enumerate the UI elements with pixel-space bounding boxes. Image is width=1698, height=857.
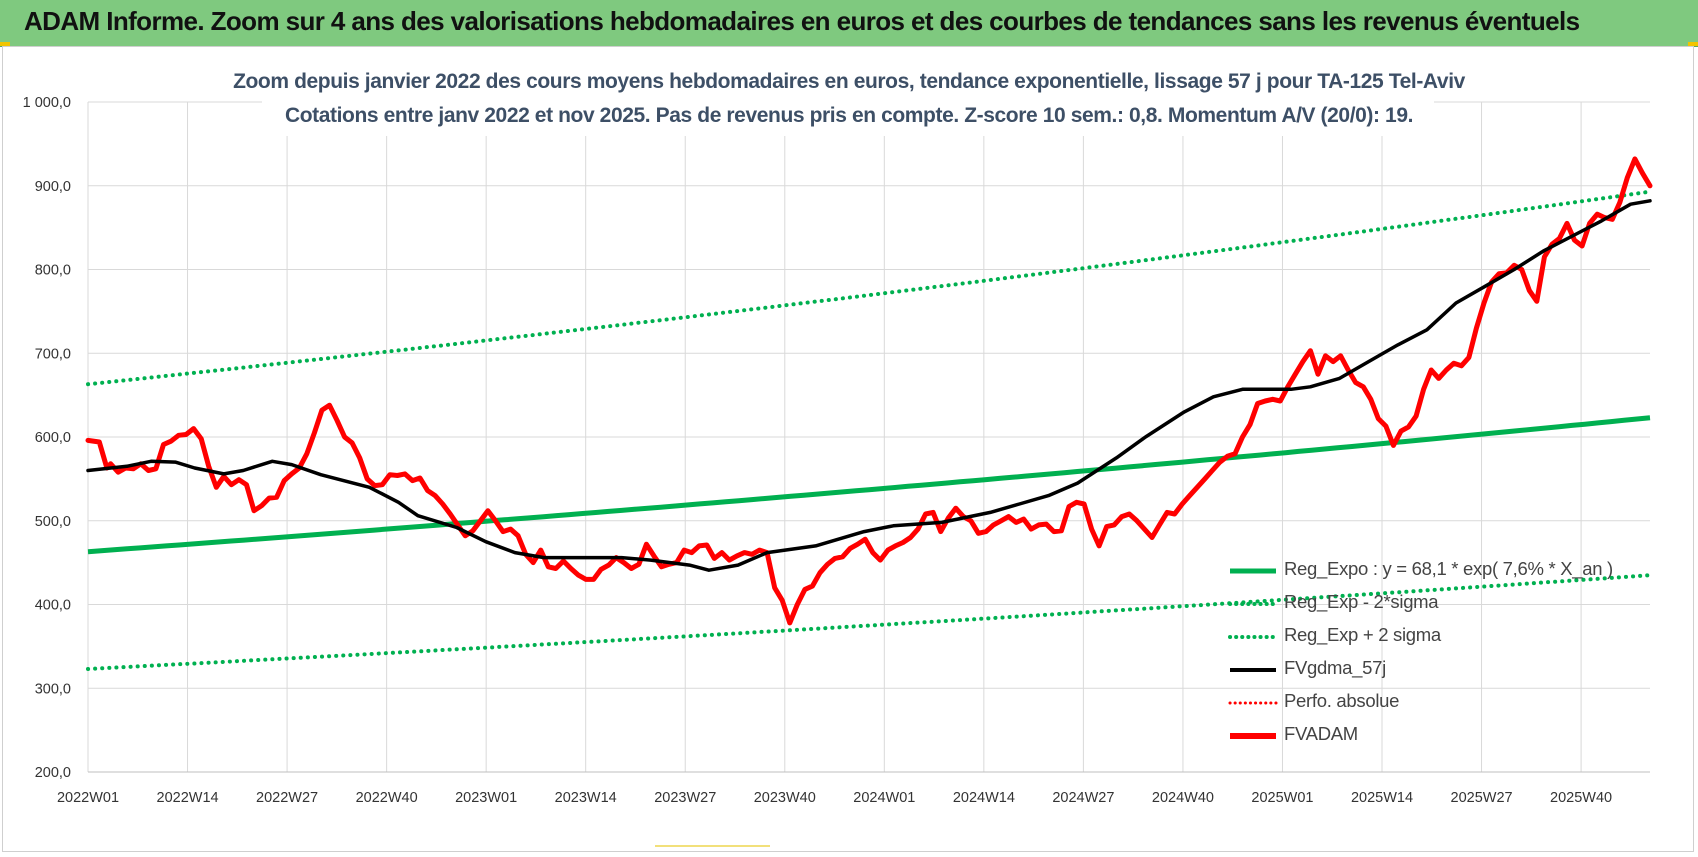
- y-tick-label: 500,0: [35, 514, 71, 530]
- y-tick-label: 1 000,0: [23, 95, 71, 111]
- series-line-reg-exp-minus: [86, 573, 1652, 671]
- legend-label-perfo: Perfo. absolue: [1284, 690, 1400, 711]
- y-axis-ticks: 200,0 300,0 400,0 500,0 600,0 700,0 800,0 900,0…: [23, 95, 71, 781]
- legend-item-perfo: Perfo. absolue: [1228, 688, 1688, 721]
- y-tick-label: 700,0: [35, 346, 71, 362]
- title-background: [262, 66, 1434, 136]
- legend-item-reg-expo: Reg_Expo : y = 68,1 * exp( 7,6% * X_an ): [1228, 556, 1688, 589]
- y-tick-label: 400,0: [35, 598, 71, 614]
- legend-label-fvadam: FVADAM: [1284, 723, 1358, 744]
- banner-title: ADAM Informe. Zoom sur 4 ans des valoris…: [24, 6, 1580, 36]
- x-tick-label: 2022W40: [356, 790, 418, 806]
- legend-swatch-reg-expo: [1230, 568, 1276, 574]
- legend-swatch-perfo: [1228, 701, 1278, 705]
- legend-item-fvgdma: FVgdma_57j: [1228, 655, 1688, 688]
- x-tick-label: 2024W14: [953, 790, 1015, 806]
- x-tick-label: 2025W14: [1351, 790, 1413, 806]
- chart-title-line1: Zoom depuis janvier 2022 des cours moyen…: [233, 70, 1465, 93]
- legend-swatch-reg-exp-minus: [1228, 602, 1278, 606]
- banner: ADAM Informe. Zoom sur 4 ans des valoris…: [0, 0, 1698, 47]
- legend-swatch-fvgdma: [1230, 668, 1276, 672]
- legend-label-reg-exp-plus: Reg_Exp + 2 sigma: [1284, 624, 1441, 645]
- legend-item-reg-exp-plus: Reg_Exp + 2 sigma: [1228, 622, 1688, 655]
- x-tick-label: 2024W01: [853, 790, 915, 806]
- y-tick-label: 300,0: [35, 681, 71, 697]
- legend-label-fvgdma: FVgdma_57j: [1284, 657, 1386, 678]
- x-tick-label: 2022W14: [157, 790, 219, 806]
- legend-item-reg-exp-minus: Reg_Exp - 2*sigma: [1228, 589, 1688, 622]
- legend-label-reg-exp-minus: Reg_Exp - 2*sigma: [1284, 591, 1439, 612]
- series-line-reg-expo: [87, 415, 1651, 555]
- corner-mark-right: [1688, 42, 1698, 46]
- legend-item-fvadam: FVADAM: [1228, 721, 1688, 754]
- legend: Reg_Expo : y = 68,1 * exp( 7,6% * X_an )…: [1228, 556, 1688, 754]
- corner-mark-left: [0, 42, 10, 46]
- x-tick-label: 2023W14: [555, 790, 617, 806]
- legend-label-reg-expo: Reg_Expo : y = 68,1 * exp( 7,6% * X_an ): [1284, 558, 1613, 579]
- x-tick-label: 2025W01: [1251, 790, 1313, 806]
- legend-swatch-fvadam: [1230, 733, 1276, 739]
- y-tick-label: 200,0: [35, 765, 71, 781]
- series-line-fvgdma: [86, 199, 1652, 572]
- chart-frame: [2, 46, 1694, 852]
- series-line-reg-exp-plus: [86, 189, 1652, 387]
- x-tick-label: 2025W27: [1451, 790, 1513, 806]
- bottom-highlight: [655, 845, 770, 847]
- x-tick-label: 2024W27: [1052, 790, 1114, 806]
- x-tick-label: 2025W40: [1550, 790, 1612, 806]
- x-tick-label: 2024W40: [1152, 790, 1214, 806]
- series-line-fvadam: [85, 156, 1653, 626]
- y-tick-label: 800,0: [35, 263, 71, 279]
- x-tick-label: 2022W01: [57, 790, 119, 806]
- x-tick-label: 2023W27: [654, 790, 716, 806]
- chart-title-line2: Cotations entre janv 2022 et nov 2025. P…: [284, 104, 1414, 127]
- x-tick-label: 2023W40: [754, 790, 816, 806]
- y-tick-label: 600,0: [35, 430, 71, 446]
- x-axis-ticks: 2022W01 2022W14 2022W27 2022W40 2023W01 2023W…: [57, 790, 1612, 806]
- y-tick-label: 900,0: [35, 179, 71, 195]
- series-layer: [85, 156, 1653, 671]
- x-tick-label: 2023W01: [455, 790, 517, 806]
- legend-swatch-reg-exp-plus: [1228, 635, 1278, 639]
- x-tick-label: 2022W27: [256, 790, 318, 806]
